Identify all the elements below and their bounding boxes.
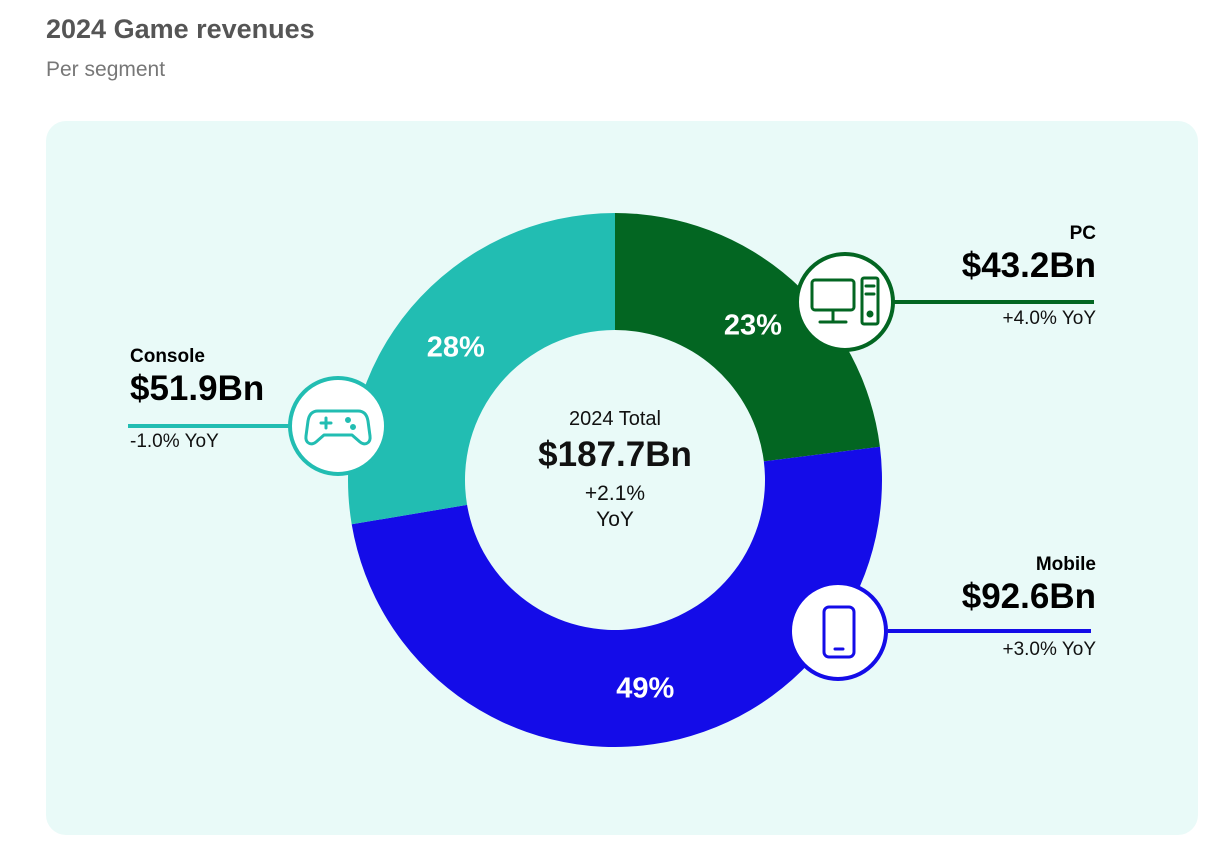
chart-title: 2024 Game revenues: [46, 14, 315, 44]
console-yoy: -1.0% YoY: [130, 431, 219, 452]
total-yoy: +2.1% YoY: [584, 482, 646, 531]
gamepad-icon: [304, 409, 372, 446]
pc-badge: [795, 252, 895, 352]
smartphone-icon: [822, 605, 856, 659]
donut-center: 2024 Total $187.7Bn +2.1% YoY: [515, 408, 715, 533]
slice-pc: [615, 213, 880, 462]
console-label-group: Console $51.9Bn -1.0% YoY: [130, 346, 330, 453]
mobile-yoy: +3.0% YoY: [1002, 639, 1096, 660]
slice-mobile-percent-label: 49%: [616, 672, 674, 704]
mobile-name: Mobile: [1035, 554, 1096, 575]
total-label: 2024 Total: [569, 408, 661, 430]
slice-console-percent-label: 28%: [427, 331, 485, 363]
mobile-value: $92.6Bn: [961, 577, 1096, 616]
pc-value: $43.2Bn: [961, 246, 1096, 285]
slice-mobile: [351, 446, 883, 748]
pc-label-group: PC $43.2Bn +4.0% YoY: [896, 223, 1096, 330]
slice-console: [347, 213, 615, 525]
pc-yoy: +4.0% YoY: [1002, 308, 1096, 329]
pc-name: PC: [1069, 223, 1096, 244]
chart-subtitle: Per segment: [46, 58, 166, 81]
mobile-badge: [788, 581, 888, 681]
console-value: $51.9Bn: [130, 369, 265, 408]
console-badge: [288, 376, 388, 476]
slice-pc-percent-label: 23%: [724, 310, 782, 342]
mobile-label-group: Mobile $92.6Bn +3.0% YoY: [896, 554, 1096, 661]
desktop-computer-icon: [810, 276, 880, 326]
total-value: $187.7Bn: [538, 435, 692, 474]
console-name: Console: [130, 346, 205, 367]
